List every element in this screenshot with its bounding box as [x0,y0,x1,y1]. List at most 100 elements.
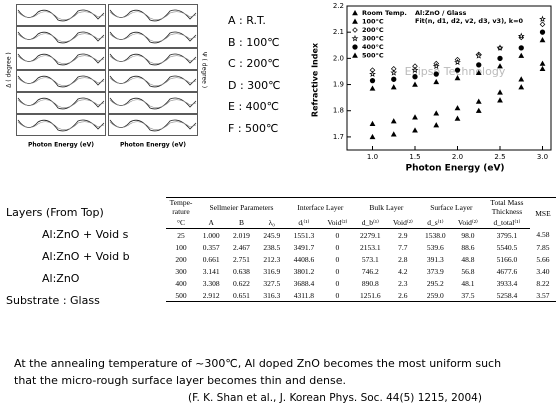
data-point [432,62,440,70]
table-cell: 373.9 [426,266,444,276]
table-cell: 56.8 [461,266,475,276]
header-cell: Void⁽²⁾ [320,216,354,229]
table-cell: 5166.0 [496,254,518,264]
data-point [475,107,482,113]
table-row: 300 3.141 0.638 316.9 3801.2 0 746.2 4.2 373.9 56… [166,265,556,277]
header-cell: B [226,216,257,229]
legend-title: Al:ZnO / Glass [415,9,466,17]
data-point [390,84,397,90]
x-tick-label: 3.0 [537,153,548,161]
data-point [433,110,440,116]
table-cell: 4677.6 [496,266,518,276]
table-row: 25 1.000 2.019 245.9 1551.3 0 2279.1 2.9 1538.0 9… [166,229,556,242]
y-tick-label: 2.1 [333,28,344,36]
table-cell: 25 [177,230,185,240]
table-cell: 0.622 [233,278,250,288]
table-cell: 200 [175,254,187,264]
table-cell: 3688.4 [293,278,315,288]
data-point [412,81,418,87]
table-cell: 3933.4 [496,278,518,288]
chart: Photon Energy (eV) Refractive Index Elli… [311,2,552,174]
table-cell: 316.3 [256,289,287,302]
x-tick-label: 2.0 [452,153,463,161]
header-cell: Bulk Layer [353,197,419,216]
table-cell: 2.3 [398,278,408,288]
table-cell: 2.6 [386,289,419,302]
table-cell: 316.9 [263,266,281,276]
legend-marker [352,9,358,16]
table-cell: 7.85 [536,242,550,252]
table-cell: 539.6 [426,242,444,252]
x-tick-label: 1.5 [409,153,420,161]
data-point [497,55,503,62]
header-cell: Void⁽²⁾ [451,216,484,229]
data-point [412,127,418,133]
table-cell: 3801.2 [293,266,315,276]
legend-item: B : 100℃ [228,35,280,49]
table-cell: 2153.1 [360,242,381,252]
table-cell: 98.0 [461,230,475,240]
data-point [518,52,525,58]
data-point [454,115,461,121]
data-point [475,52,483,59]
y-tick-label: 2.0 [333,54,344,62]
table-cell: 300 [175,266,187,276]
data-point [391,76,397,82]
table-cell: 3.57 [529,289,556,302]
table-cell: 746.2 [361,266,379,276]
layer-item: Substrate : Glass [6,294,100,307]
data-point [390,131,397,137]
y-axis-label: Refractive Index [311,42,320,117]
data-point [475,69,482,75]
data-point [412,74,418,80]
table-cell: 212.3 [263,254,281,264]
data-point [433,122,440,128]
data-point [497,97,503,103]
table-cell: 400 [175,278,187,288]
header-cell: dᵢ⁽¹⁾ [286,216,321,229]
data-point [517,32,525,39]
table-cell: 4.58 [536,230,550,240]
temperature-legend: A : R.T. B : 100℃ C : 200℃ D : 300℃ E : 400℃… [228,14,281,143]
paragraph: At the annealing temperature of ~300℃, A… [14,357,501,391]
plot-frame [346,5,552,151]
layers-list: Layers (From Top) Al:ZnO + Void s Al:ZnO … [6,206,130,316]
legend-item: A : R.T. [228,14,266,27]
table-cell: 2.467 [233,242,250,252]
table-cell: 1538.0 [425,230,446,240]
x-tick-label: 2.5 [494,153,505,161]
table-cell: 2.8 [398,254,408,264]
table-cell: 3491.7 [293,242,315,252]
header-cell: A [196,216,227,229]
x-tick-label: 1.0 [367,153,378,161]
data-point [476,62,482,68]
table-cell: 2.9 [398,230,408,240]
table-row: 500 2.912 0.651 316.3 4311.8 0 1251.6 2.6 259.0 3… [166,289,556,302]
legend-item: C : 200℃ [228,57,280,70]
legend-label: 200°C [362,26,384,34]
table-row: 400 3.308 0.622 327.5 3688.4 0 890.8 2.3 295.2 48… [166,277,556,289]
table-cell: 0 [335,278,340,288]
table-row: 100 0.357 2.467 238.5 3491.7 0 2153.1 7.7 539.6 8… [166,241,556,253]
table-cell: 48.1 [461,278,475,288]
y-tick-label: 1.8 [333,107,344,115]
data-point [390,118,397,124]
data-point [433,71,439,77]
data-point [454,74,461,81]
header-cell: Sellmeier Parameters [196,197,287,216]
data-point [454,58,461,66]
table-cell: 48.8 [461,254,475,264]
data-point [454,105,461,111]
header-cell: Interface Layer [286,197,354,216]
legend-marker [352,44,358,50]
data-point [497,89,503,95]
table-cell: 1551.3 [293,230,315,240]
table-cell: 259.0 [418,289,452,302]
header-cell: MSE [529,197,556,229]
legend-marker [352,27,358,33]
table-cell: 0 [335,266,340,276]
data-point [433,78,440,85]
table-cell: 5.66 [536,254,550,264]
layer-item: Al:ZnO + Void b [42,250,130,263]
data-point [518,76,525,82]
